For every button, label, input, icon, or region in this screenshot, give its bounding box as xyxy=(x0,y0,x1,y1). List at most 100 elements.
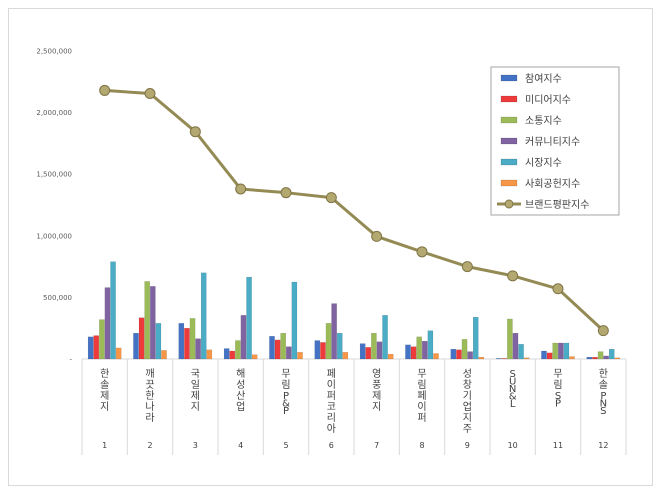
bar-2-4 xyxy=(229,350,236,360)
y-tick-label: 2,500,000 xyxy=(36,48,72,56)
bar-2-12 xyxy=(592,357,598,360)
rank-label-3: 3 xyxy=(193,441,198,450)
bar-6-4 xyxy=(251,354,258,360)
legend-swatch-2 xyxy=(500,95,518,103)
bar-1-12 xyxy=(586,357,593,360)
legend-label-7: 브랜드평판지수 xyxy=(525,199,589,211)
rank-label-9: 9 xyxy=(465,441,470,450)
bar-4-8 xyxy=(422,340,428,360)
bar-4-7 xyxy=(376,341,383,360)
bar-6-5 xyxy=(297,352,303,360)
brand-index-point-2 xyxy=(144,88,156,100)
rank-label-6: 6 xyxy=(329,441,334,450)
brand-index-point-9 xyxy=(461,261,473,273)
bar-3-1 xyxy=(99,319,105,360)
bar-2-2 xyxy=(138,317,145,360)
bar-6-9 xyxy=(478,357,485,360)
brand-index-point-6 xyxy=(325,192,337,204)
bar-2-6 xyxy=(320,342,326,360)
brand-index-point-7 xyxy=(371,230,383,242)
legend-label-6: 사회공헌지수 xyxy=(525,178,580,190)
bar-5-7 xyxy=(382,315,388,360)
bar-1-4 xyxy=(223,348,230,360)
brand-index-point-1 xyxy=(99,84,111,96)
bar-5-11 xyxy=(563,342,570,360)
bar-1-9 xyxy=(450,348,457,360)
chart: - 500,000 1,000,000 1,500,000 2,000,000 2,500… xyxy=(36,48,627,455)
bar-1-8 xyxy=(405,344,411,360)
legend-swatch-1 xyxy=(500,74,518,82)
legend-swatch-4 xyxy=(500,137,518,145)
bar-3-2 xyxy=(144,281,150,360)
bar-4-1 xyxy=(104,287,111,360)
legend-swatch-3 xyxy=(500,116,518,124)
bar-4-10 xyxy=(512,332,519,360)
axis-layer: - 500,000 1,000,000 1,500,000 2,000,000 2,500… xyxy=(36,48,627,455)
bar-6-10 xyxy=(523,357,530,360)
bar-5-5 xyxy=(291,281,298,360)
bar-4-3 xyxy=(195,338,201,360)
y-tick-label: - xyxy=(69,356,72,364)
y-tick-label: 1,000,000 xyxy=(36,232,72,240)
bar-4-6 xyxy=(331,303,337,360)
bar-2-8 xyxy=(410,346,417,360)
legend-label-1: 참여지수 xyxy=(525,73,562,85)
category-label-5: 무 림 P & P xyxy=(281,369,290,417)
bar-5-8 xyxy=(427,330,434,360)
bar-6-2 xyxy=(161,350,167,360)
bar-3-8 xyxy=(416,336,422,360)
rank-label-4: 4 xyxy=(238,441,243,450)
bar-2-9 xyxy=(456,349,462,360)
bar-6-6 xyxy=(342,352,349,360)
brand-index-point-10 xyxy=(507,270,519,282)
brand-index-point-5 xyxy=(280,187,292,199)
bar-2-7 xyxy=(365,347,372,360)
rank-label-1: 1 xyxy=(102,441,107,450)
legend-label-5: 시장지수 xyxy=(525,157,562,169)
bar-4-5 xyxy=(286,346,292,360)
bar-4-11 xyxy=(558,342,564,360)
bar-4-2 xyxy=(150,286,156,360)
bar-4-4 xyxy=(240,315,247,360)
legend-label-4: 커뮤니티지수 xyxy=(525,136,580,148)
bar-3-6 xyxy=(325,323,332,360)
rank-label-10: 10 xyxy=(508,441,518,450)
brand-index-line xyxy=(104,88,605,332)
bar-2-3 xyxy=(184,328,190,360)
line-layer xyxy=(99,84,609,337)
bar-2-10 xyxy=(501,358,508,360)
bar-1-2 xyxy=(133,332,139,360)
rank-label-12: 12 xyxy=(598,441,608,450)
label-layer: 한 솔 제 지 1 깨 끗 한 나 라 2 국 일 제 지 3 해 성 산 업 4 무 림 P & P 5 페 이 퍼 코 리 아 6 영 풍 제 지 7 무… xyxy=(100,367,608,450)
legend-marker xyxy=(504,199,514,209)
bar-3-12 xyxy=(597,351,604,360)
brand-index-point-4 xyxy=(235,183,247,195)
bar-1-3 xyxy=(178,323,185,360)
rank-label-7: 7 xyxy=(374,441,379,450)
rank-label-11: 11 xyxy=(553,441,563,450)
brand-index-point-11 xyxy=(552,283,564,295)
y-tick-label: 2,000,000 xyxy=(36,109,72,117)
brand-index-point-8 xyxy=(416,246,428,258)
bar-3-5 xyxy=(280,332,286,360)
bar-1-1 xyxy=(87,336,94,360)
bar-3-11 xyxy=(552,342,558,360)
bar-6-11 xyxy=(569,356,575,360)
bar-5-6 xyxy=(336,332,343,360)
bar-6-3 xyxy=(206,349,213,360)
bar-2-11 xyxy=(546,352,553,360)
chart-frame: - 500,000 1,000,000 1,500,000 2,000,000 2,500… xyxy=(8,8,653,486)
bar-6-1 xyxy=(115,347,122,360)
category-label-10: S U N & L xyxy=(509,369,517,410)
bar-2-5 xyxy=(274,339,281,360)
bar-5-10 xyxy=(518,344,524,360)
legend-swatch-5 xyxy=(500,158,518,166)
bar-6-12 xyxy=(614,357,621,360)
